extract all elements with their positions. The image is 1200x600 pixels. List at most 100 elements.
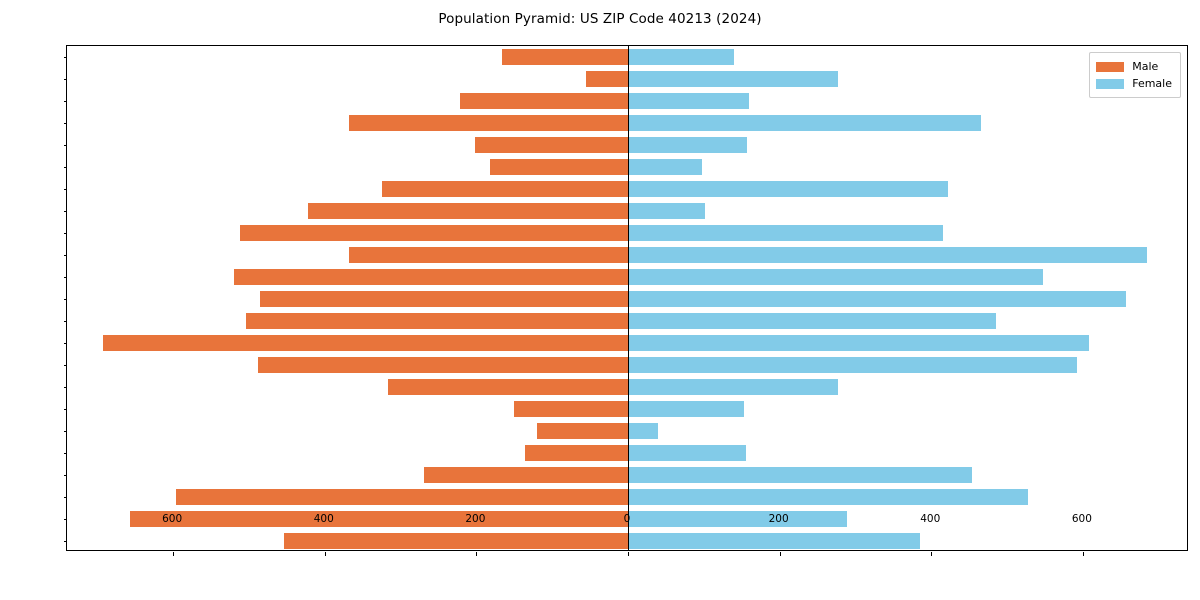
x-axis-tick bbox=[931, 552, 933, 556]
bar-male bbox=[176, 489, 628, 505]
bar-male bbox=[388, 379, 628, 395]
bar-male bbox=[424, 467, 628, 483]
x-axis-tick bbox=[1082, 552, 1084, 556]
x-axis-tick bbox=[173, 552, 175, 556]
y-axis-tick bbox=[63, 409, 67, 410]
bar-female bbox=[628, 467, 973, 483]
bar-female bbox=[628, 401, 744, 417]
plot-area: Male Female bbox=[63, 45, 1188, 556]
bar-row bbox=[67, 203, 1187, 219]
bar-male bbox=[245, 313, 628, 329]
y-axis-tick bbox=[63, 475, 67, 476]
x-axis-tick-label: 0 bbox=[623, 513, 631, 525]
y-axis-tick bbox=[63, 387, 67, 388]
bar-row bbox=[67, 181, 1187, 197]
bar-male bbox=[474, 137, 628, 153]
x-axis-tick bbox=[476, 552, 478, 556]
bar-row bbox=[67, 137, 1187, 153]
bar-male bbox=[308, 203, 628, 219]
chart-legend: Male Female bbox=[1089, 52, 1181, 98]
bar-female bbox=[628, 269, 1043, 285]
bar-male bbox=[349, 247, 628, 263]
y-axis-tick bbox=[63, 123, 67, 124]
bar-row bbox=[67, 401, 1187, 417]
bar-row bbox=[67, 313, 1187, 329]
bar-male bbox=[382, 181, 628, 197]
legend-label: Male bbox=[1132, 60, 1159, 73]
bar-female bbox=[628, 49, 735, 65]
x-axis-tick bbox=[628, 552, 629, 556]
bar-row bbox=[67, 445, 1187, 461]
x-axis-tick-label: 200 bbox=[465, 513, 486, 525]
bar-female bbox=[628, 115, 982, 131]
bar-male bbox=[239, 225, 628, 241]
bar-row bbox=[67, 533, 1187, 549]
bar-male bbox=[283, 533, 628, 549]
bar-female bbox=[628, 225, 943, 241]
bar-male bbox=[502, 49, 628, 65]
legend-entry: Female bbox=[1096, 75, 1172, 92]
zero-axis-line bbox=[628, 46, 630, 550]
y-axis-tick bbox=[63, 365, 67, 366]
bar-male bbox=[349, 115, 628, 131]
bar-male bbox=[524, 445, 628, 461]
bar-row bbox=[67, 489, 1187, 505]
y-axis-tick bbox=[63, 233, 67, 234]
bar-row bbox=[67, 357, 1187, 373]
legend-entry: Male bbox=[1096, 58, 1172, 75]
y-axis-tick bbox=[63, 145, 67, 146]
y-axis-tick bbox=[63, 57, 67, 58]
bar-male bbox=[537, 423, 628, 439]
bar-female bbox=[628, 93, 749, 109]
bar-row bbox=[67, 71, 1187, 87]
bar-male bbox=[103, 335, 628, 351]
y-axis-tick bbox=[63, 299, 67, 300]
y-axis-tick bbox=[63, 79, 67, 80]
bar-female bbox=[628, 533, 920, 549]
y-axis-tick bbox=[63, 255, 67, 256]
bar-male bbox=[260, 291, 628, 307]
bars-layer bbox=[67, 46, 1187, 550]
bar-female bbox=[628, 379, 838, 395]
bar-row bbox=[67, 269, 1187, 285]
x-axis-tick-label: 200 bbox=[768, 513, 789, 525]
bar-female bbox=[628, 203, 705, 219]
bar-row bbox=[67, 115, 1187, 131]
bar-male bbox=[233, 269, 628, 285]
legend-swatch-female bbox=[1096, 78, 1125, 89]
bar-female bbox=[628, 423, 659, 439]
bar-female bbox=[628, 71, 838, 87]
bar-female bbox=[628, 247, 1148, 263]
x-axis-tick bbox=[779, 552, 781, 556]
bar-row bbox=[67, 159, 1187, 175]
y-axis-tick bbox=[63, 211, 67, 212]
y-axis-tick bbox=[63, 167, 67, 168]
x-axis-tick-label: 400 bbox=[920, 513, 941, 525]
bar-female bbox=[628, 335, 1089, 351]
bar-row bbox=[67, 511, 1187, 527]
bar-male bbox=[490, 159, 628, 175]
y-axis-tick bbox=[63, 431, 67, 432]
bar-row bbox=[67, 291, 1187, 307]
bar-female bbox=[628, 313, 997, 329]
chart-title: Population Pyramid: US ZIP Code 40213 (2… bbox=[438, 11, 762, 27]
bar-female bbox=[628, 181, 948, 197]
bar-male bbox=[586, 71, 628, 87]
y-axis-tick bbox=[63, 101, 67, 102]
bar-row bbox=[67, 93, 1187, 109]
bar-female bbox=[628, 511, 848, 527]
y-axis-tick bbox=[63, 519, 67, 520]
y-axis-tick bbox=[63, 453, 67, 454]
x-axis-tick-label: 400 bbox=[313, 513, 334, 525]
bar-female bbox=[628, 137, 748, 153]
y-axis-tick bbox=[63, 277, 67, 278]
y-axis-tick bbox=[63, 321, 67, 322]
x-axis-tick bbox=[324, 552, 326, 556]
y-axis-tick bbox=[63, 343, 67, 344]
legend-label: Female bbox=[1132, 77, 1172, 90]
y-axis-tick bbox=[63, 189, 67, 190]
bar-male bbox=[129, 511, 628, 527]
bar-male bbox=[513, 401, 628, 417]
bar-female bbox=[628, 357, 1077, 373]
